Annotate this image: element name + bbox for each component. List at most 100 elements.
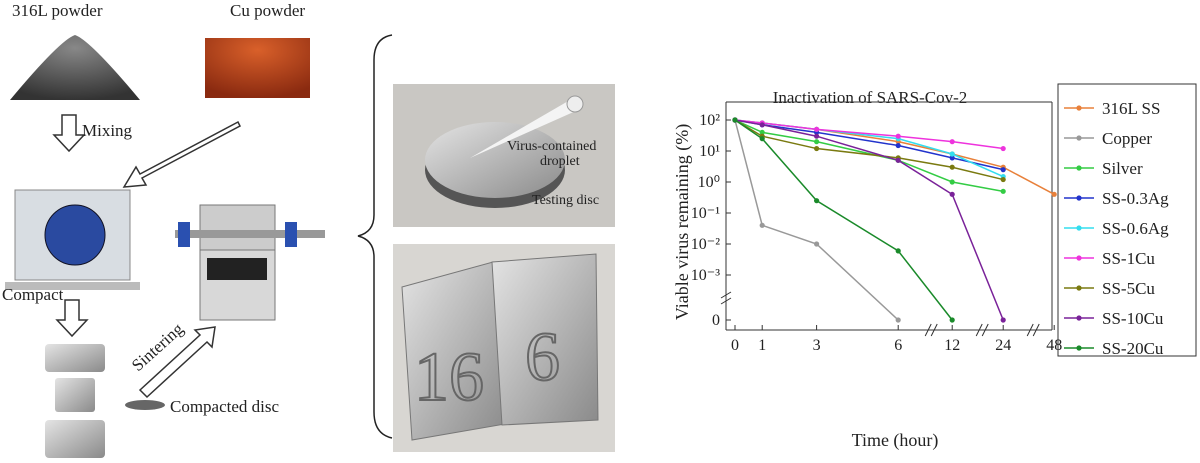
pipette bbox=[470, 100, 578, 158]
y-tick-label: 10⁰ bbox=[698, 174, 720, 191]
x-axis-title: Time (hour) bbox=[852, 430, 939, 451]
data-point bbox=[759, 222, 765, 228]
axis-break bbox=[930, 323, 938, 337]
data-point bbox=[814, 139, 820, 145]
x-tick-label: 1 bbox=[758, 337, 766, 354]
legend-label: SS-0.6Ag bbox=[1102, 219, 1169, 238]
disc bbox=[125, 400, 165, 410]
axis-break bbox=[981, 323, 989, 337]
data-point bbox=[949, 139, 955, 145]
arrow bbox=[52, 114, 86, 153]
legend-label: SS-5Cu bbox=[1102, 279, 1155, 298]
data-point bbox=[814, 145, 820, 152]
label: droplet bbox=[540, 154, 580, 169]
data-point bbox=[1000, 167, 1006, 173]
data-point bbox=[1000, 176, 1006, 183]
plot: 0 10⁻³ 10⁻² 10⁻¹ 10⁰ 10¹ 10² 0 1 3 6 12 24 48 316L SS C… bbox=[691, 99, 1169, 358]
data-point bbox=[1000, 317, 1006, 323]
flange bbox=[178, 222, 190, 247]
label: Mixing bbox=[82, 121, 133, 140]
data-point bbox=[949, 179, 955, 185]
legend-marker bbox=[1076, 135, 1082, 141]
furnace-photo bbox=[199, 204, 276, 251]
legend-label: SS-0.3Ag bbox=[1102, 189, 1169, 208]
chart-title: Inactivation of SARS-Cov-2 bbox=[773, 88, 968, 107]
x-tick-label: 24 bbox=[995, 337, 1011, 354]
legend-marker bbox=[1076, 315, 1082, 321]
series-line bbox=[734, 119, 899, 321]
data-point bbox=[814, 198, 820, 204]
brace bbox=[357, 34, 393, 439]
series-line bbox=[734, 119, 1004, 321]
series-line bbox=[734, 119, 1004, 178]
legend-label: SS-10Cu bbox=[1102, 309, 1164, 328]
legend-marker bbox=[1076, 255, 1082, 261]
engraving: 6 bbox=[525, 319, 560, 396]
label: Virus-contained bbox=[507, 139, 596, 154]
x-tick-label: 48 bbox=[1046, 337, 1062, 354]
arrow bbox=[122, 120, 241, 188]
x-tick-label: 0 bbox=[731, 337, 739, 354]
axis-break bbox=[924, 323, 932, 337]
label: Cu powder bbox=[230, 1, 305, 20]
data-point bbox=[895, 133, 901, 139]
flange bbox=[285, 222, 297, 247]
mixer-base bbox=[5, 282, 140, 290]
y-tick-label: 10⁻³ bbox=[691, 267, 720, 284]
label: Compact bbox=[2, 285, 64, 304]
legend-marker bbox=[1076, 285, 1082, 291]
data-point bbox=[895, 142, 901, 149]
series-line bbox=[734, 119, 1004, 193]
label: 316L powder bbox=[12, 1, 103, 20]
data-point bbox=[949, 191, 955, 197]
data-point bbox=[814, 126, 820, 132]
pipette-tip bbox=[566, 95, 584, 113]
axis-break bbox=[720, 291, 732, 299]
legend-label: Copper bbox=[1102, 129, 1152, 148]
data-point bbox=[759, 129, 765, 135]
legend-marker bbox=[1076, 195, 1082, 201]
y-tick-label: 10⁻¹ bbox=[691, 205, 720, 222]
arrow bbox=[55, 299, 89, 338]
data-point bbox=[949, 151, 955, 157]
data-point bbox=[814, 133, 820, 139]
plate-photo bbox=[491, 253, 599, 426]
axis-break bbox=[720, 297, 732, 305]
y-tick-label: 10⁻² bbox=[691, 236, 720, 253]
arrow bbox=[138, 326, 216, 399]
series-line bbox=[734, 119, 1004, 181]
y-tick-label: 10² bbox=[699, 112, 720, 129]
data-point bbox=[1000, 188, 1006, 194]
powder-photo bbox=[10, 35, 140, 100]
axis-break bbox=[975, 323, 983, 337]
legend bbox=[1057, 83, 1197, 357]
data-point bbox=[895, 317, 901, 323]
powder-photo bbox=[205, 38, 310, 98]
data-point bbox=[814, 241, 820, 247]
data-point bbox=[949, 164, 955, 170]
axis-break bbox=[1026, 323, 1034, 337]
die-part bbox=[55, 378, 95, 412]
legend-label: SS-1Cu bbox=[1102, 249, 1155, 268]
data-point bbox=[895, 157, 901, 163]
data-point bbox=[1051, 191, 1057, 197]
y-tick-label: 10¹ bbox=[699, 143, 720, 160]
data-point bbox=[1000, 145, 1006, 152]
label: Testing disc bbox=[532, 193, 599, 208]
die-part bbox=[45, 420, 105, 458]
x-tick-label: 6 bbox=[894, 337, 902, 354]
data-point bbox=[895, 248, 901, 254]
furnace-panel bbox=[207, 258, 267, 280]
x-tick-label: 3 bbox=[813, 337, 821, 354]
die-part bbox=[45, 344, 105, 372]
mixer-drum bbox=[44, 204, 106, 266]
data-point bbox=[949, 317, 955, 323]
legend-marker bbox=[1076, 225, 1082, 231]
axis-break bbox=[1032, 323, 1040, 337]
x-tick-label: 12 bbox=[944, 337, 960, 354]
y-tick-label: 0 bbox=[712, 312, 720, 329]
legend-label: Silver bbox=[1102, 159, 1143, 178]
engraving: 16 bbox=[414, 339, 484, 416]
